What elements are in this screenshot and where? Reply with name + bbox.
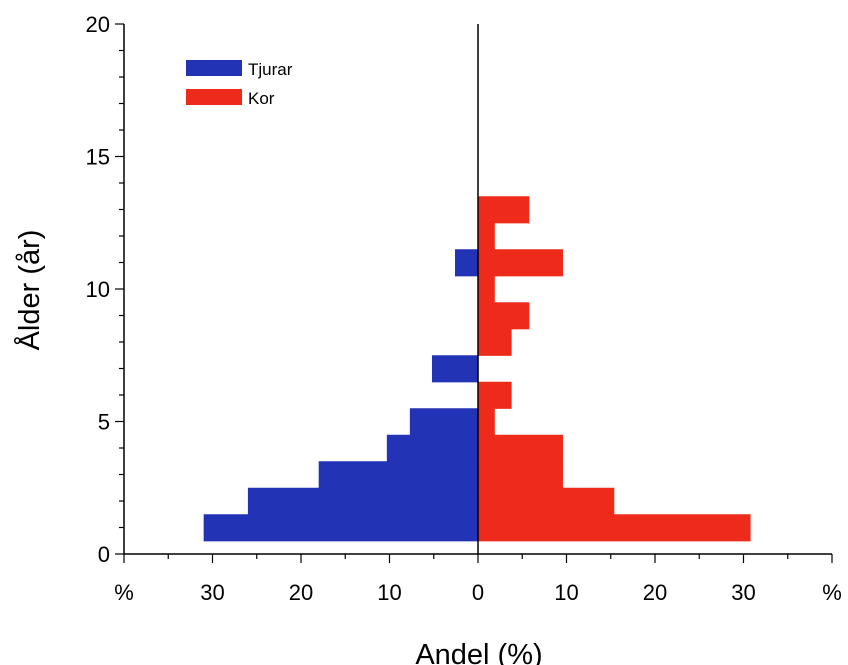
bar-tjurar-age-2	[247, 487, 478, 515]
legend-swatch-kor	[186, 89, 242, 105]
legend-swatch-tjurar	[186, 60, 242, 76]
bar-kor-age-12	[478, 222, 495, 250]
y-axis-label: Ålder (år)	[13, 230, 46, 351]
x-end-percent-label: %	[822, 580, 842, 605]
bars-layer	[203, 196, 751, 542]
bar-kor-age-1	[478, 514, 751, 542]
x-tick-label: 20	[643, 580, 667, 605]
bar-kor-age-13	[478, 196, 530, 224]
x-tick-label: 30	[200, 580, 224, 605]
axes-layer: 0 5 10 15 20 30 20 10 0 10 20 30%%	[86, 12, 842, 605]
legend-label-tjurar: Tjurar	[248, 60, 293, 79]
bar-kor-age-6	[478, 381, 512, 409]
bar-kor-age-11	[478, 249, 563, 277]
x-tick-label: 20	[289, 580, 313, 605]
bar-kor-age-2	[478, 487, 615, 515]
bar-tjurar-age-5	[409, 408, 478, 436]
y-tick-label: 20	[86, 12, 110, 37]
bar-kor-age-9	[478, 302, 530, 330]
bar-tjurar-age-4	[386, 434, 478, 462]
legend-label-kor: Kor	[248, 89, 275, 108]
x-axis-label: Andel (%)	[415, 639, 542, 665]
x-tick-label: 30	[731, 580, 755, 605]
bar-kor-age-10	[478, 275, 495, 303]
x-end-percent-label: %	[114, 580, 134, 605]
y-tick-label: 0	[98, 542, 110, 567]
x-tick-label: 10	[554, 580, 578, 605]
bar-tjurar-age-3	[318, 461, 478, 489]
bar-kor-age-5	[478, 408, 495, 436]
x-tick-label: 10	[377, 580, 401, 605]
bar-kor-age-4	[478, 434, 563, 462]
bar-kor-age-8	[478, 328, 512, 356]
y-tick-label: 5	[98, 410, 110, 435]
bar-tjurar-age-7	[431, 355, 478, 383]
bar-tjurar-age-1	[203, 514, 478, 542]
legend: Tjurar Kor	[186, 60, 293, 108]
y-tick-label: 10	[86, 277, 110, 302]
bar-kor-age-3	[478, 461, 563, 489]
y-tick-label: 15	[86, 145, 110, 170]
x-tick-label: 0	[472, 580, 484, 605]
bar-tjurar-age-11	[454, 249, 478, 277]
